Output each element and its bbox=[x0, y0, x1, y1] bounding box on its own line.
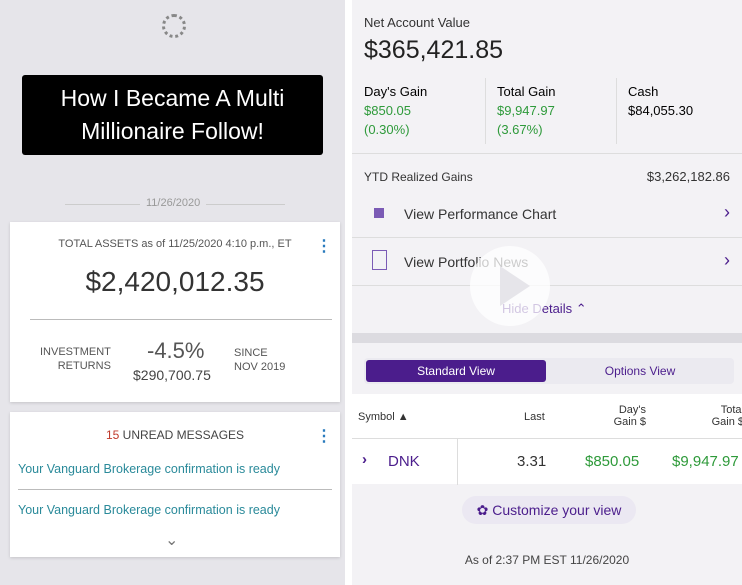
text: NOV 2019 bbox=[234, 361, 286, 373]
message-link[interactable]: Your Vanguard Brokerage confirmation is … bbox=[18, 462, 280, 476]
assets-card: TOTAL ASSETS as of 11/25/2020 4:10 p.m.,… bbox=[10, 222, 340, 402]
chart-icon bbox=[374, 208, 384, 218]
stat-value: $84,055.30 bbox=[628, 103, 694, 118]
text: SINCE bbox=[234, 347, 268, 359]
assets-value: $2,420,012.35 bbox=[85, 266, 265, 297]
table-row[interactable]: › DNK 3.31 $850.05 $9,947.97 bbox=[352, 438, 742, 485]
right-panel: Net Account Value $365,421.85 Day's Gain… bbox=[352, 0, 742, 585]
stat-label: Cash bbox=[628, 84, 659, 99]
news-icon bbox=[372, 250, 387, 270]
returns-label: INVESTMENT RETURNS bbox=[40, 345, 111, 373]
text: INVESTMENT bbox=[40, 346, 111, 358]
stat: Total Gain $9,947.97 (3.67%) bbox=[497, 82, 556, 139]
divider bbox=[485, 78, 486, 144]
stats: Day's Gain $850.05 (0.30%) Total Gain $9,94… bbox=[352, 78, 742, 154]
play-button[interactable] bbox=[470, 246, 550, 326]
title: UNREAD MESSAGES bbox=[122, 428, 245, 442]
count: 15 bbox=[105, 428, 120, 442]
spinner bbox=[162, 14, 186, 38]
divider bbox=[18, 489, 332, 490]
ytd-value: $3,262,182.86 bbox=[646, 169, 730, 184]
tab[interactable]: Options View bbox=[604, 364, 676, 378]
menu[interactable]: ⋮ bbox=[316, 428, 332, 445]
separator bbox=[352, 333, 742, 343]
caption-line: How I Became A Multi bbox=[60, 85, 285, 111]
link[interactable]: View Performance Chart bbox=[404, 206, 557, 222]
messages-title: 15 UNREAD MESSAGES bbox=[10, 428, 340, 442]
link-row[interactable]: View Performance Chart › bbox=[352, 190, 742, 238]
message-link[interactable]: Your Vanguard Brokerage confirmation is … bbox=[18, 503, 280, 517]
stat-sub: (3.67%) bbox=[497, 122, 543, 137]
stat-value: $850.05 bbox=[364, 103, 411, 118]
menu[interactable]: ⋮ bbox=[316, 238, 332, 255]
messages-card: 15 UNREAD MESSAGES ⋮ Your Vanguard Broke… bbox=[10, 412, 340, 557]
divider bbox=[616, 78, 617, 144]
play-icon bbox=[500, 266, 530, 306]
caption-line: Millionaire Follow! bbox=[81, 118, 264, 144]
td: 3.31 bbox=[517, 453, 547, 470]
date: 11/26/2020 bbox=[140, 197, 207, 209]
stat-label: Total Gain bbox=[497, 84, 556, 99]
nav-label: Net Account Value bbox=[364, 15, 470, 30]
as-of: As of 2:37 PM EST 11/26/2020 bbox=[464, 553, 630, 567]
divider bbox=[457, 439, 458, 485]
assets-label: TOTAL ASSETS as of 11/25/2020 4:10 p.m.,… bbox=[58, 238, 292, 250]
tab-active[interactable]: Standard View bbox=[366, 360, 546, 382]
stat: Cash $84,055.30 bbox=[628, 82, 693, 120]
text: RETURNS bbox=[57, 360, 111, 372]
th: Day's Gain $ bbox=[613, 404, 646, 428]
chevron: › bbox=[724, 250, 730, 270]
returns-amount: $290,700.75 bbox=[133, 367, 211, 383]
tabs: Standard View Options View bbox=[364, 358, 734, 384]
divider bbox=[30, 319, 332, 320]
stat: Day's Gain $850.05 (0.30%) bbox=[364, 82, 427, 139]
td: DNK bbox=[388, 453, 420, 470]
caption: How I Became A Multi Millionaire Follow! bbox=[22, 75, 323, 155]
td: $9,947.97 bbox=[672, 453, 739, 470]
nav-value: $365,421.85 bbox=[364, 36, 504, 64]
chevron: › bbox=[724, 202, 730, 222]
td: $850.05 bbox=[585, 453, 640, 470]
th[interactable]: Symbol ▲ bbox=[358, 411, 409, 423]
since: SINCE NOV 2019 bbox=[234, 346, 285, 374]
table-header: Symbol ▲ Last Day's Gain $ Total Gain $ bbox=[352, 394, 742, 438]
th: Total Gain $ bbox=[711, 404, 742, 428]
th: Last bbox=[524, 411, 545, 423]
text: Customize your view bbox=[492, 502, 622, 518]
expand-icon[interactable]: ⌄ bbox=[165, 532, 179, 549]
expand[interactable]: › bbox=[362, 451, 367, 468]
stat-label: Day's Gain bbox=[364, 84, 428, 99]
stat-value: $9,947.97 bbox=[497, 103, 555, 118]
customize-button[interactable]: ✿ Customize your view bbox=[462, 496, 636, 524]
stat-sub: (0.30%) bbox=[364, 122, 410, 137]
ytd-label: YTD Realized Gains bbox=[364, 170, 473, 184]
left-panel: How I Became A Multi Millionaire Follow!… bbox=[0, 0, 345, 585]
returns-pct: -4.5% bbox=[147, 338, 205, 363]
